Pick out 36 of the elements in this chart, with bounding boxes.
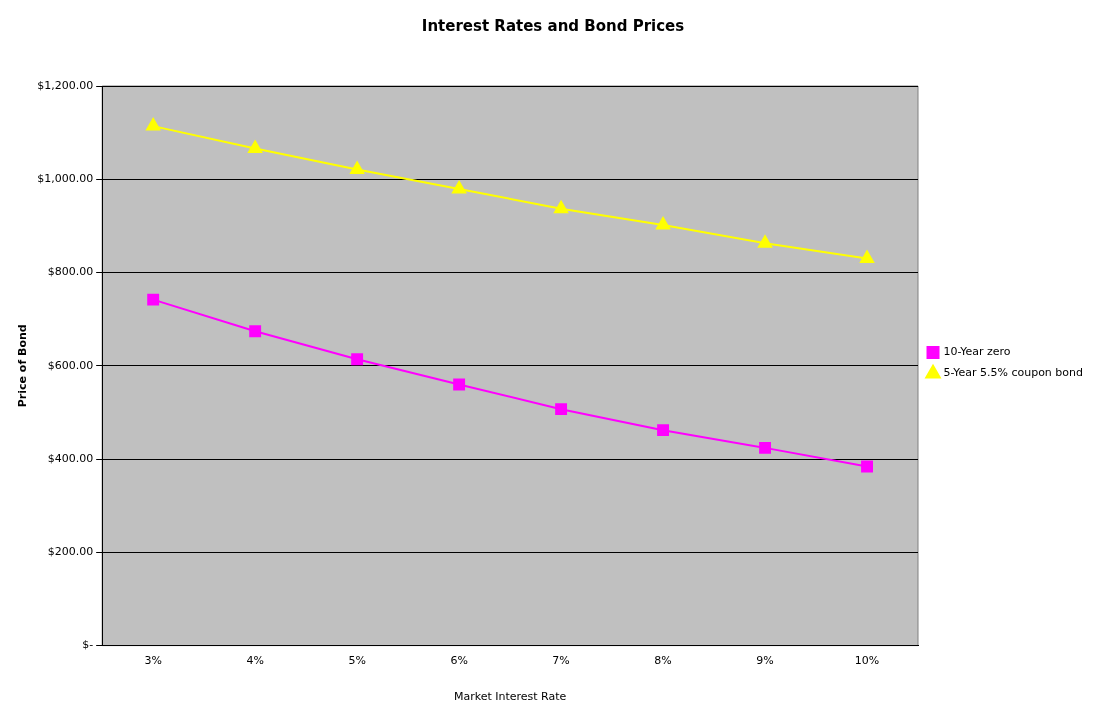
point xyxy=(452,181,467,194)
x-tick-label: 7% xyxy=(552,654,570,668)
point xyxy=(555,403,568,416)
y-tick-label: $600.00 xyxy=(47,358,94,372)
x-tick-label: 9% xyxy=(756,654,774,668)
point xyxy=(859,250,875,264)
y-tick-label: $200.00 xyxy=(47,545,94,559)
x-tick-label: 5% xyxy=(348,654,366,668)
x-tick-label: 6% xyxy=(450,654,468,668)
point xyxy=(657,424,670,437)
point xyxy=(453,378,466,391)
point xyxy=(147,293,160,306)
legend-label: 10-Year zero xyxy=(943,345,1011,359)
point xyxy=(351,353,364,366)
y-tick-label: $- xyxy=(82,638,94,652)
point xyxy=(861,460,873,473)
x-tick-label: 10% xyxy=(854,654,880,668)
x-tick-label: 8% xyxy=(654,654,672,668)
x-axis-title: Market Interest Rate xyxy=(453,690,567,704)
point xyxy=(248,140,263,153)
point xyxy=(757,235,773,248)
x-tick-label: 4% xyxy=(246,654,264,668)
y-axis-title: Price of Bond xyxy=(16,324,30,408)
y-tick-label: $800.00 xyxy=(47,265,94,279)
point xyxy=(350,161,365,174)
chart-title: Interest Rates and Bond Prices xyxy=(421,16,685,35)
point xyxy=(554,200,569,214)
y-tick-label: $400.00 xyxy=(47,451,94,465)
legend-label: 5-Year 5.5% coupon bond xyxy=(943,366,1084,380)
x-tick-label: 3% xyxy=(144,654,162,668)
point xyxy=(249,325,262,338)
point xyxy=(656,216,671,230)
y-tick-label: $1,000.00 xyxy=(37,172,94,186)
point xyxy=(759,441,771,454)
point xyxy=(146,118,161,131)
y-tick-label: $1,200.00 xyxy=(37,78,94,92)
